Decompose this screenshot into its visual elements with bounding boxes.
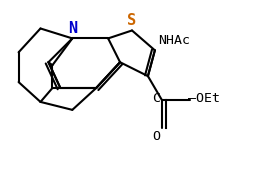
Text: O: O — [152, 130, 160, 143]
Text: C: C — [152, 92, 160, 105]
Text: N: N — [68, 21, 77, 36]
Text: NHAc: NHAc — [158, 34, 190, 47]
Text: S: S — [127, 14, 136, 29]
Text: —OEt: —OEt — [188, 92, 220, 105]
